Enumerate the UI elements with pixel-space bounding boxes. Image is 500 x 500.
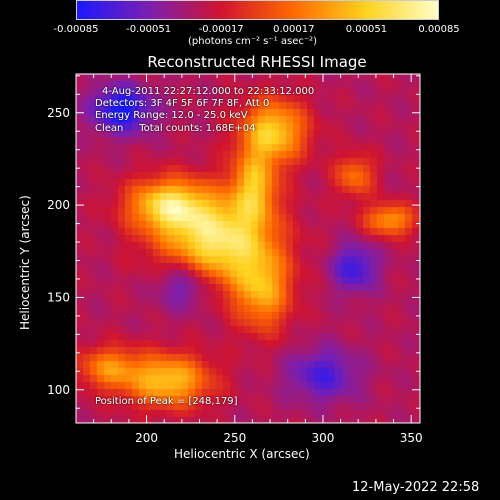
colorbar-tick-label: -0.00017 <box>198 24 244 35</box>
annotation-energy: Energy Range: 12.0 - 25.0 keV <box>95 110 248 121</box>
colorbar-tick-label: -0.00051 <box>126 24 172 35</box>
annotation-peak: Position of Peak = [248,179] <box>95 396 238 407</box>
x-tick-label: 350 <box>400 431 423 445</box>
annotation-detectors: Detectors: 3F 4F 5F 6F 7F 8F, Att 0 <box>95 98 270 109</box>
y-tick-label: 150 <box>47 290 70 304</box>
plot-frame <box>75 73 421 424</box>
colorbar-unit-label: (photons cm⁻² s⁻¹ asec⁻²) <box>188 36 318 47</box>
colorbar-tick-label: -0.00085 <box>53 24 99 35</box>
x-tick-label: 200 <box>135 431 158 445</box>
annotation-clean: Clean Total counts: 1.68E+04 <box>95 123 256 134</box>
y-axis-label: Heliocentric Y (arcsec) <box>18 195 32 330</box>
footer-timestamp: 12-May-2022 22:58 <box>352 480 480 495</box>
x-tick-label: 300 <box>312 431 335 445</box>
colorbar <box>76 0 439 20</box>
colorbar-tick-label: 0.00085 <box>418 24 460 35</box>
heatmap-image <box>76 74 420 423</box>
colorbar-tick-label: 0.00017 <box>273 24 315 35</box>
x-axis-label: Heliocentric X (arcsec) <box>174 447 310 461</box>
y-tick-label: 250 <box>47 106 70 120</box>
y-tick-label: 100 <box>47 383 70 397</box>
y-tick-label: 200 <box>47 198 70 212</box>
colorbar-tick-label: 0.00051 <box>345 24 388 35</box>
annotation-time-range: 4-Aug-2011 22:27:12.000 to 22:33:12.000 <box>102 86 315 97</box>
chart-title: Reconstructed RHESSI Image <box>147 53 367 71</box>
x-tick-label: 250 <box>223 431 246 445</box>
